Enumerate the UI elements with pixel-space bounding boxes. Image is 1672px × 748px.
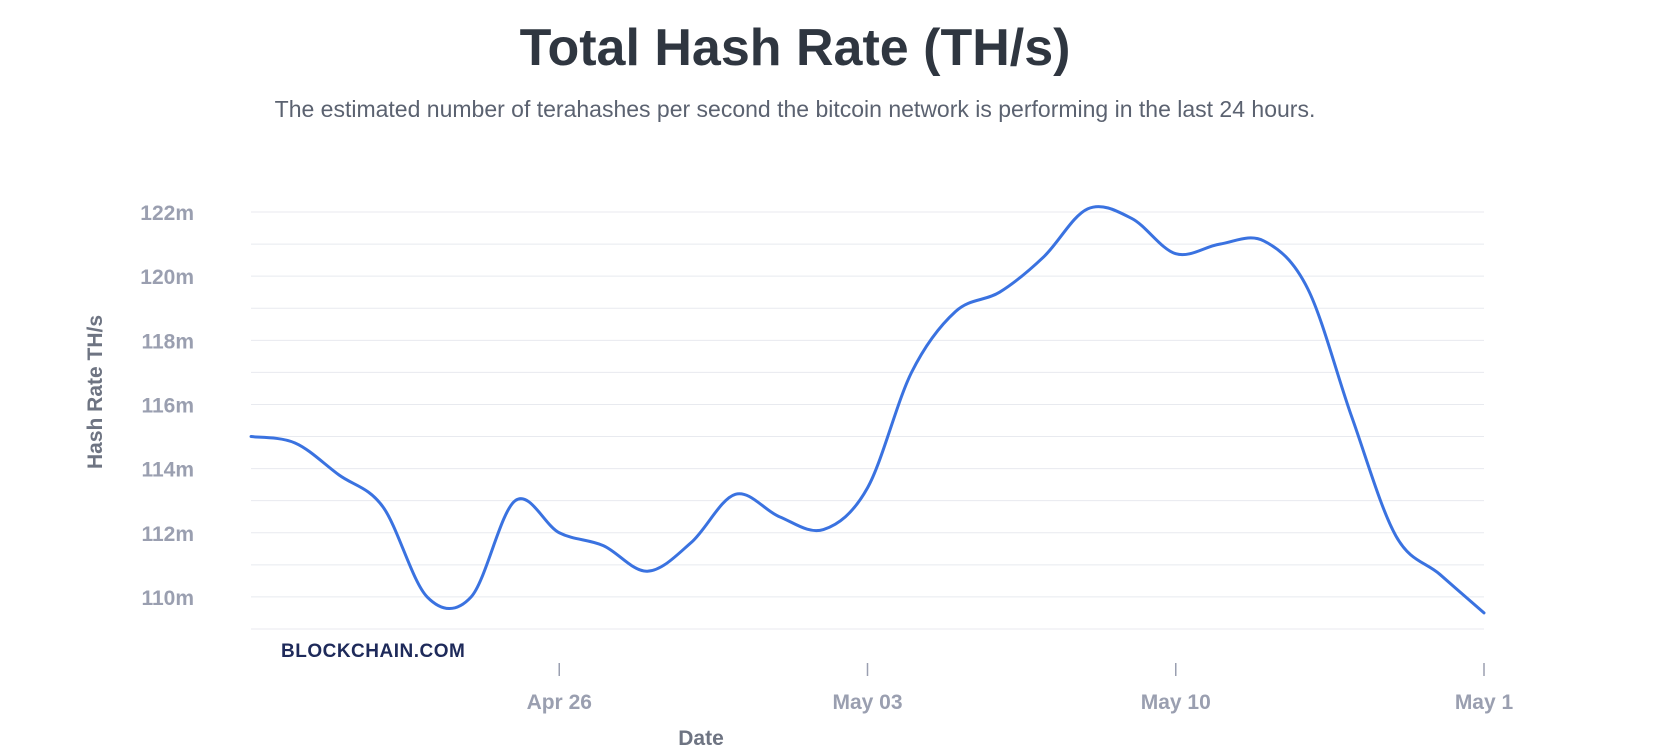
x-tick-label: May 10 [1141, 691, 1211, 714]
x-tick-label: May 03 [832, 691, 902, 714]
y-tick-label: 122m [140, 202, 194, 225]
x-tick-label: May 1 [1455, 691, 1514, 714]
y-axis-ticks: 110m 112m 114m 116m 118m 120m 122m [140, 202, 194, 610]
y-tick-label: 112m [141, 523, 194, 546]
y-tick-label: 120m [140, 266, 194, 289]
y-tick-label: 118m [141, 330, 194, 353]
y-tick-label: 114m [141, 459, 194, 482]
y-axis-label: Hash Rate TH/s [84, 315, 107, 469]
x-axis-ticks: Apr 26 May 03 May 10 May 1 [527, 663, 1514, 714]
grid-lines [251, 211, 1484, 630]
x-tick-label: Apr 26 [527, 691, 592, 714]
chart-subtitle: The estimated number of terahashes per s… [274, 96, 1316, 122]
series-layer [249, 205, 1486, 615]
chart-title: Total Hash Rate (TH/s) [519, 19, 1071, 77]
hash-rate-series-line [249, 205, 1486, 615]
blockchain-logo: BLOCKCHAIN.COM [281, 641, 465, 662]
y-tick-label: 116m [141, 394, 194, 417]
y-tick-label: 110m [141, 587, 194, 610]
x-axis-label: Date [678, 727, 724, 748]
